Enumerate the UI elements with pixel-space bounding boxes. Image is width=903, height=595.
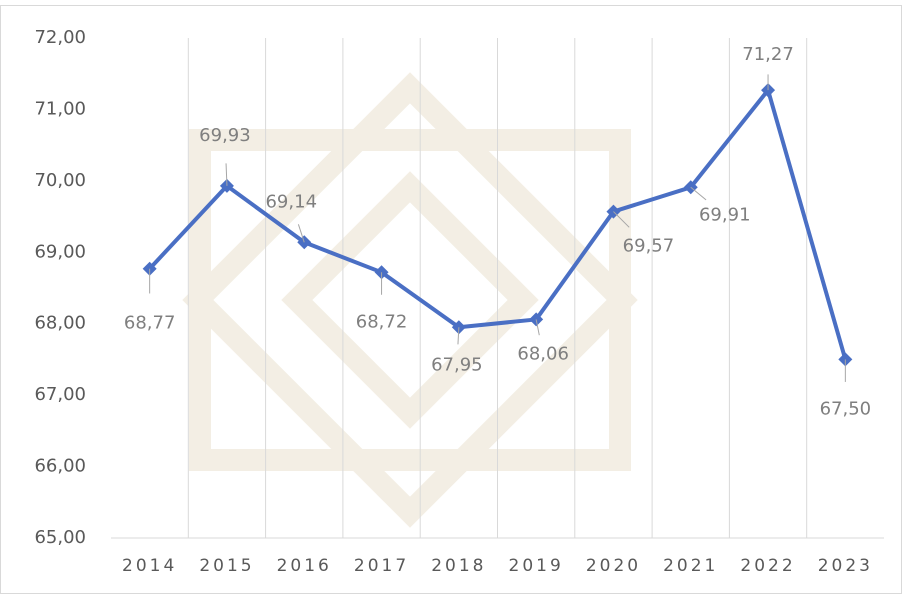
data-label: 67,50 (820, 398, 872, 419)
leader-line (691, 187, 706, 200)
data-label: 69,14 (265, 191, 317, 212)
y-tick-label: 69,00 (34, 241, 86, 262)
data-label: 68,77 (124, 313, 176, 334)
x-tick-label: 2017 (354, 556, 409, 576)
x-tick-label: 2020 (586, 556, 641, 576)
data-label: 71,27 (742, 44, 794, 65)
y-tick-label: 65,00 (34, 527, 86, 548)
x-tick-label: 2015 (199, 556, 254, 576)
x-tick-label: 2022 (740, 556, 795, 576)
y-tick-label: 68,00 (34, 313, 86, 334)
data-label: 69,93 (199, 125, 251, 146)
x-tick-label: 2023 (818, 556, 873, 576)
x-tick-label: 2014 (122, 556, 177, 576)
data-label: 69,91 (699, 204, 751, 225)
y-tick-label: 72,00 (34, 27, 86, 48)
y-tick-label: 70,00 (34, 170, 86, 191)
data-label: 68,06 (517, 343, 569, 364)
y-tick-label: 67,00 (34, 384, 86, 405)
y-tick-label: 66,00 (34, 456, 86, 477)
data-label: 68,72 (356, 311, 408, 332)
data-label: 69,57 (623, 236, 675, 257)
watermark (198, 88, 622, 512)
chart: 65,00 66,00 67,00 68,00 69,00 70,00 71,00 72,00… (0, 0, 903, 595)
data-label: 67,95 (431, 354, 483, 375)
x-tick-label: 2018 (431, 556, 486, 576)
y-tick-label: 71,00 (34, 98, 86, 119)
x-tick-label: 2021 (663, 556, 718, 576)
x-tick-label: 2016 (277, 556, 332, 576)
x-tick-label: 2019 (509, 556, 564, 576)
